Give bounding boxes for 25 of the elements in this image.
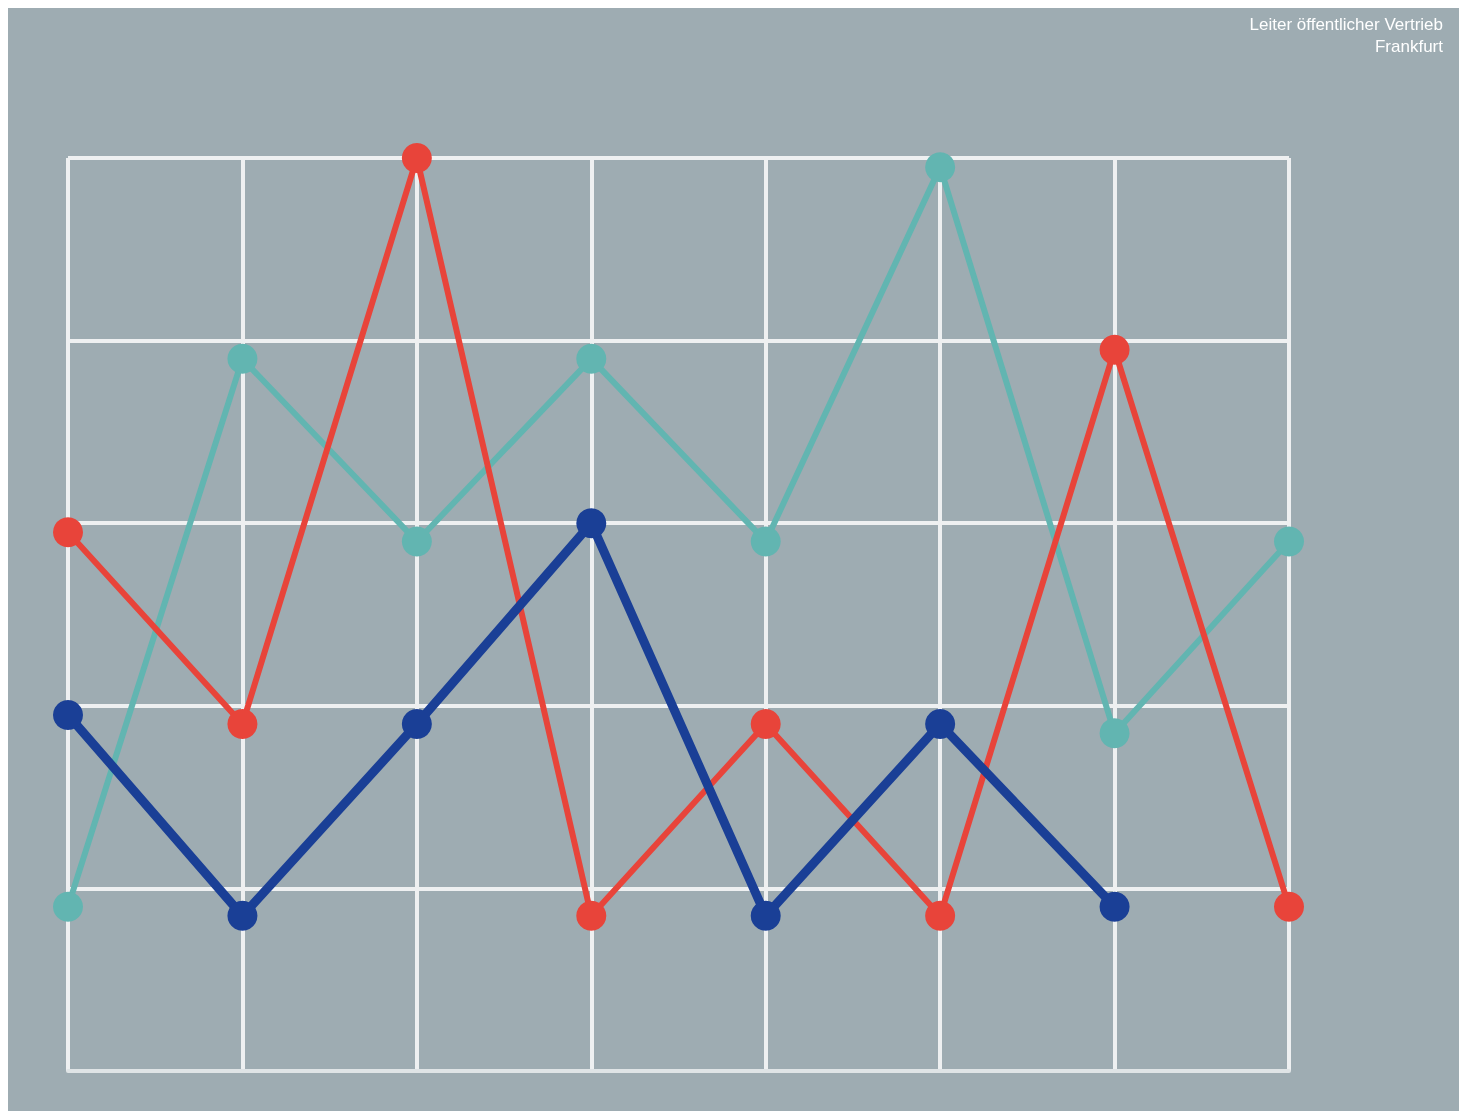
point: [750, 526, 781, 557]
point: [1099, 334, 1130, 365]
text: Frankfurt: [1374, 37, 1444, 56]
point: [53, 891, 83, 922]
point: [401, 709, 432, 740]
point: [925, 900, 956, 931]
point: [750, 709, 781, 740]
point: [1099, 718, 1130, 749]
point: [227, 709, 258, 740]
point: [1274, 526, 1304, 557]
point: [1274, 891, 1304, 922]
point: [227, 900, 258, 931]
point: [576, 900, 607, 931]
point: [53, 517, 83, 548]
point: [576, 508, 607, 539]
point: [53, 699, 83, 730]
point: [925, 709, 956, 740]
point: [401, 526, 432, 557]
point: [925, 152, 956, 183]
point: [750, 900, 781, 931]
point: [1099, 891, 1130, 922]
point: [227, 343, 258, 374]
text: Leiter öffentlicher Vertrieb: [1249, 15, 1443, 34]
point: [576, 343, 607, 374]
point: [401, 143, 432, 173]
